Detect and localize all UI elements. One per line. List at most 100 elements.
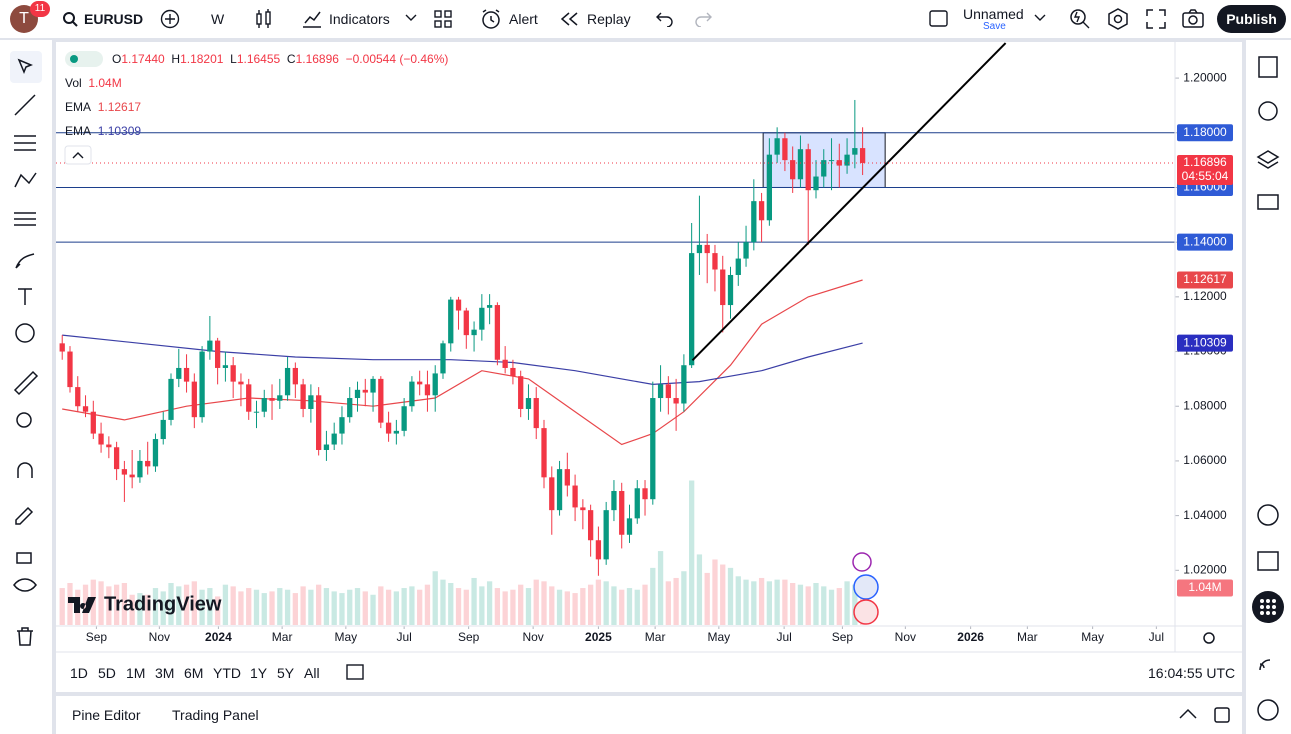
sidebar-icons: [1252, 56, 1284, 721]
legend-value: 1.04M: [88, 76, 122, 90]
cursor-tool[interactable]: [17, 58, 33, 74]
layout-dropdown[interactable]: [1034, 13, 1046, 23]
legend-collapse[interactable]: [64, 145, 92, 165]
candle-body: [665, 384, 671, 399]
brush-tool[interactable]: [15, 253, 35, 269]
news-icon[interactable]: [1259, 659, 1271, 671]
volume-bar: [502, 591, 508, 625]
fib-tool[interactable]: [14, 135, 36, 151]
candle-body: [238, 381, 244, 385]
visibility-tool[interactable]: [13, 578, 37, 592]
trendline-tool[interactable]: [14, 94, 36, 116]
event-icon[interactable]: [853, 574, 879, 600]
interval[interactable]: W: [211, 11, 225, 27]
range-button[interactable]: 3M: [155, 665, 175, 681]
range-button[interactable]: 5D: [98, 665, 116, 681]
range-button[interactable]: 1M: [126, 665, 146, 681]
bottom-tab[interactable]: Trading Panel: [172, 707, 259, 723]
indicators-icon[interactable]: [302, 9, 322, 29]
collapse-panel-icon[interactable]: [1178, 707, 1198, 721]
volume-bar: [292, 593, 298, 625]
magnet-tool[interactable]: [17, 462, 33, 478]
date-range-icon[interactable]: [346, 664, 364, 680]
emoji-tool[interactable]: [15, 323, 35, 343]
drawing-mode-tool[interactable]: [15, 506, 34, 525]
snapshot-icon[interactable]: [1182, 9, 1204, 29]
chats-icon[interactable]: [1257, 194, 1279, 210]
replay-button[interactable]: Replay: [587, 11, 631, 27]
zoom-tool[interactable]: [16, 412, 32, 428]
lock-tool[interactable]: [16, 552, 32, 564]
avatar[interactable]: T: [10, 5, 38, 33]
search-icon[interactable]: [62, 11, 78, 27]
symbol[interactable]: EURUSD: [84, 11, 144, 27]
indicators-button[interactable]: Indicators: [329, 11, 390, 27]
event-icon[interactable]: [852, 552, 872, 572]
candle-body: [587, 510, 594, 541]
volume-bar: [727, 567, 734, 625]
replay-icon[interactable]: [561, 12, 579, 26]
range-button[interactable]: 5Y: [277, 665, 295, 681]
y-tick-label: 1.02000: [1183, 562, 1227, 576]
layout-checkbox[interactable]: [929, 10, 949, 28]
y-tick-label: 1.12000: [1183, 289, 1227, 303]
layouts-icon[interactable]: [434, 10, 452, 28]
line-price-label-box: [1177, 124, 1233, 142]
candle-body: [859, 148, 866, 163]
data-window-icon[interactable]: [1256, 150, 1280, 169]
dropdown-icon[interactable]: [405, 13, 417, 23]
compare-icon[interactable]: [160, 9, 180, 29]
delete-tool[interactable]: [17, 627, 33, 646]
prediction-tool[interactable]: [14, 212, 36, 226]
layout-name[interactable]: Unnamed: [963, 6, 1024, 22]
range-button[interactable]: All: [304, 665, 320, 681]
ideas-icon[interactable]: [1257, 504, 1279, 526]
quick-search-icon[interactable]: [1069, 8, 1091, 30]
settings-icon[interactable]: [1107, 8, 1129, 30]
volume-bar: [246, 588, 252, 625]
candle-body: [712, 253, 718, 270]
range-button[interactable]: 1Y: [250, 665, 268, 681]
help-icon[interactable]: [1257, 699, 1279, 721]
event-icon[interactable]: [853, 599, 879, 625]
volume-bar: [277, 588, 283, 625]
x-tick-label: Mar: [645, 630, 666, 644]
settings-icon[interactable]: [1203, 632, 1215, 644]
redo-icon[interactable]: [694, 11, 712, 27]
candle-body: [471, 329, 477, 336]
alert-icon[interactable]: [480, 8, 502, 30]
candle-body: [619, 491, 625, 535]
candle-body: [626, 518, 633, 535]
watchlist-icon[interactable]: [1258, 56, 1278, 78]
volume-bar: [494, 588, 501, 625]
candle-body: [502, 359, 508, 368]
fullscreen-icon[interactable]: [1146, 9, 1166, 29]
legend-value: 1.16455: [236, 52, 281, 66]
alert-button[interactable]: Alert: [509, 11, 538, 27]
publish-button[interactable]: Publish: [1217, 5, 1286, 33]
range-button[interactable]: 1D: [70, 665, 88, 681]
candle-body: [121, 469, 128, 475]
candle-body: [541, 428, 547, 478]
range-button[interactable]: 6M: [184, 665, 204, 681]
undo-icon[interactable]: [656, 11, 674, 27]
candle-body: [98, 433, 104, 445]
volume-bar: [844, 581, 850, 625]
x-tick-label: Jul: [396, 630, 411, 644]
alerts-icon[interactable]: [1258, 101, 1278, 121]
volume-bar: [145, 594, 151, 625]
maximize-panel-icon[interactable]: [1213, 706, 1231, 724]
text-tool[interactable]: [18, 288, 32, 305]
save-label[interactable]: Save: [983, 21, 1006, 32]
notification-badge: 11: [30, 1, 50, 17]
calendar-icon[interactable]: [1257, 551, 1279, 571]
chart-type-icon[interactable]: [255, 9, 273, 29]
measure-tool[interactable]: [13, 370, 39, 396]
candle-body: [378, 378, 384, 423]
legend-value: 1.18201: [180, 52, 224, 66]
range-button[interactable]: YTD: [213, 665, 241, 681]
pattern-tool[interactable]: [14, 172, 37, 188]
bottom-tab[interactable]: Pine Editor: [72, 707, 141, 723]
line-price-label: 1.18000: [1183, 125, 1227, 139]
ema-legend: EMA 1.12617: [65, 100, 141, 114]
